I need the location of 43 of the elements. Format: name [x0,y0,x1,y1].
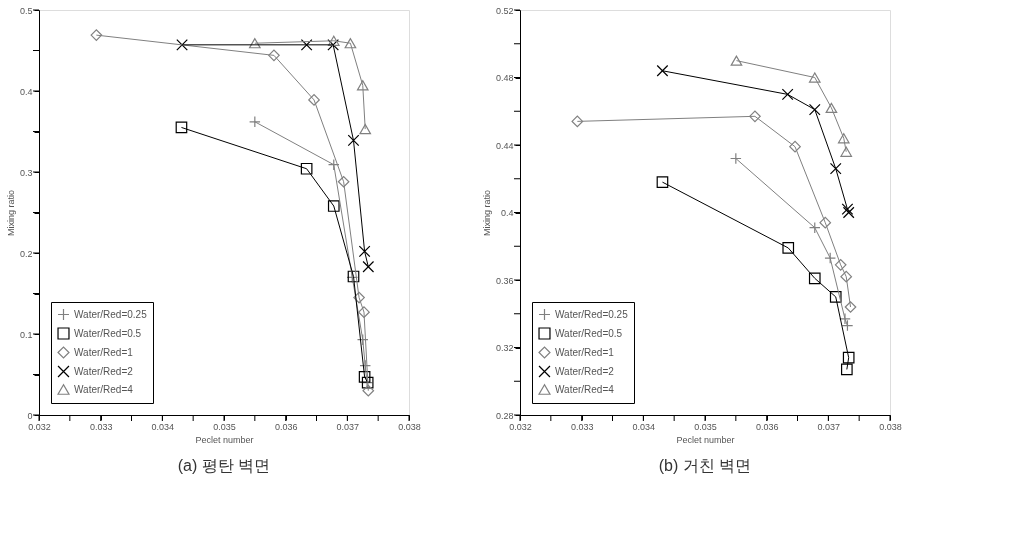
legend-label: Water/Red=4 [555,383,615,395]
x-tick-label: 0.038 [879,421,902,432]
text: (a) 평탄 벽면 [177,457,271,474]
y-tick-label: 0.3 [19,167,33,178]
legend-label: Water/Red=1 [74,346,134,358]
y-tick-label: 0.28 [495,410,514,421]
x-tick-label: 0.034 [151,421,175,432]
y-tick-label: 0.36 [495,275,514,286]
legend-label: Water/Red=1 [555,346,615,358]
x-tick-label: 0.037 [336,421,360,432]
y-tick-label: 0.5 [19,5,33,16]
x-tick-label: 0.036 [274,421,298,432]
y-tick-label: 0.32 [495,343,514,353]
y-tick-label: 0.4 [500,208,514,218]
x-tick-label: 0.034 [632,421,656,432]
x-tick-label: 0.037 [817,421,841,432]
y-tick-label: 0.52 [495,5,514,16]
x-axis-title: Peclet number [195,434,254,445]
legend-label: Water/Red=0.5 [74,327,142,339]
x-tick-label: 0.036 [755,421,779,432]
legend-label: Water/Red=4 [74,383,134,395]
x-tick-label: 0.035 [694,421,717,432]
x-tick-label: 0.032 [28,421,51,432]
y-tick-label: 0.1 [19,329,33,340]
legend-label: Water/Red=2 [555,365,615,377]
text: (b) 거친 벽면 [658,457,752,474]
legend-label: Water/Red=0.5 [555,327,623,339]
legend-label: Water/Red=2 [74,365,134,377]
y-tick-label: 0.2 [19,248,33,259]
y-axis-title: Mixing ratio [5,189,16,237]
y-axis-title: Mixing ratio [481,189,492,237]
x-tick-label: 0.032 [509,421,532,432]
x-tick-label: 0.033 [570,421,594,432]
legend-label: Water/Red=0.25 [555,308,629,320]
y-tick-label: 0 [27,410,33,421]
y-tick-label: 0.44 [495,140,514,151]
y-tick-label: 0.48 [495,73,514,83]
x-tick-label: 0.035 [213,421,236,432]
x-tick-label: 0.033 [89,421,113,432]
x-axis-title: Peclet number [676,434,735,445]
x-tick-label: 0.038 [398,421,421,432]
legend-label: Water/Red=0.25 [74,308,148,320]
y-tick-label: 0.4 [19,86,33,97]
